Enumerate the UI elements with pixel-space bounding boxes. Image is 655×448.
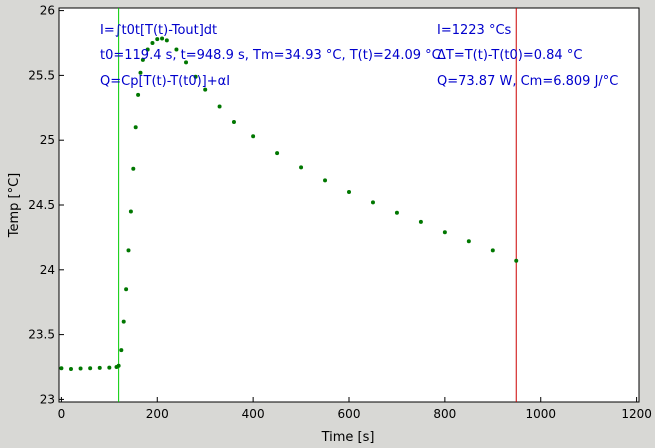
y-tick-label: 25.5 bbox=[28, 68, 55, 82]
data-point bbox=[59, 366, 64, 371]
y-tick-label: 23 bbox=[40, 392, 55, 406]
data-point bbox=[217, 104, 222, 109]
data-point bbox=[97, 365, 102, 370]
x-tick-label: 400 bbox=[242, 407, 265, 421]
data-point bbox=[418, 219, 423, 224]
q-value: Q=73.87 W, Cm=6.809 J/°C bbox=[437, 74, 618, 89]
x-tick-label: 200 bbox=[146, 407, 169, 421]
y-tick-label: 24.5 bbox=[28, 198, 55, 212]
data-point bbox=[126, 248, 131, 253]
integral-value: I=1223 °Cs bbox=[437, 23, 512, 38]
y-axis-label: Temp [°C] bbox=[7, 173, 22, 239]
data-point bbox=[138, 70, 143, 75]
data-point bbox=[140, 57, 145, 62]
delta-t: ΔT=T(t)-T(t0)=0.84 °C bbox=[437, 48, 582, 63]
data-point bbox=[323, 178, 328, 183]
data-point bbox=[150, 40, 155, 45]
data-point bbox=[174, 47, 179, 52]
data-point bbox=[394, 210, 399, 215]
x-tick-label: 600 bbox=[338, 407, 361, 421]
data-point bbox=[131, 166, 136, 171]
data-point bbox=[133, 125, 138, 130]
data-point bbox=[124, 287, 129, 292]
data-point bbox=[299, 165, 304, 170]
x-tick-label: 1200 bbox=[621, 407, 652, 421]
data-point bbox=[203, 87, 208, 92]
data-point bbox=[251, 134, 256, 139]
data-point bbox=[155, 37, 160, 42]
data-point bbox=[78, 366, 83, 371]
x-tick-label: 800 bbox=[433, 407, 456, 421]
data-point bbox=[128, 209, 133, 214]
data-point bbox=[160, 36, 165, 41]
data-point bbox=[68, 366, 73, 371]
data-point bbox=[119, 348, 124, 353]
y-tick-label: 26 bbox=[40, 4, 55, 18]
data-point bbox=[121, 319, 126, 324]
integral-formula: I=∫t0t[T(t)-Tout]dt bbox=[100, 23, 217, 38]
q-formula: Q=Cp[T(t)-T(t0)]+αI bbox=[100, 74, 230, 89]
data-point bbox=[136, 92, 141, 97]
data-point bbox=[116, 363, 121, 368]
data-point bbox=[442, 230, 447, 235]
y-tick-label: 23.5 bbox=[28, 328, 55, 342]
x-axis-label: Time [s] bbox=[321, 430, 375, 445]
data-point bbox=[275, 151, 280, 156]
y-tick-label: 25 bbox=[40, 133, 55, 147]
data-point bbox=[514, 258, 519, 263]
x-tick-label: 1000 bbox=[525, 407, 556, 421]
data-point bbox=[88, 366, 93, 371]
x-tick-label: 0 bbox=[58, 407, 66, 421]
y-tick-label: 24 bbox=[40, 263, 55, 277]
data-point bbox=[347, 190, 351, 195]
data-point bbox=[231, 120, 236, 125]
data-point bbox=[107, 365, 112, 370]
data-point bbox=[193, 74, 198, 79]
data-point bbox=[490, 248, 495, 253]
data-point bbox=[164, 38, 169, 43]
plot-area bbox=[58, 7, 640, 403]
data-point bbox=[145, 47, 150, 52]
data-point bbox=[184, 60, 189, 65]
data-point bbox=[466, 239, 471, 244]
data-point bbox=[370, 200, 375, 205]
params-line: t0=119.4 s, t=948.9 s, Tm=34.93 °C, T(t)… bbox=[100, 48, 441, 63]
